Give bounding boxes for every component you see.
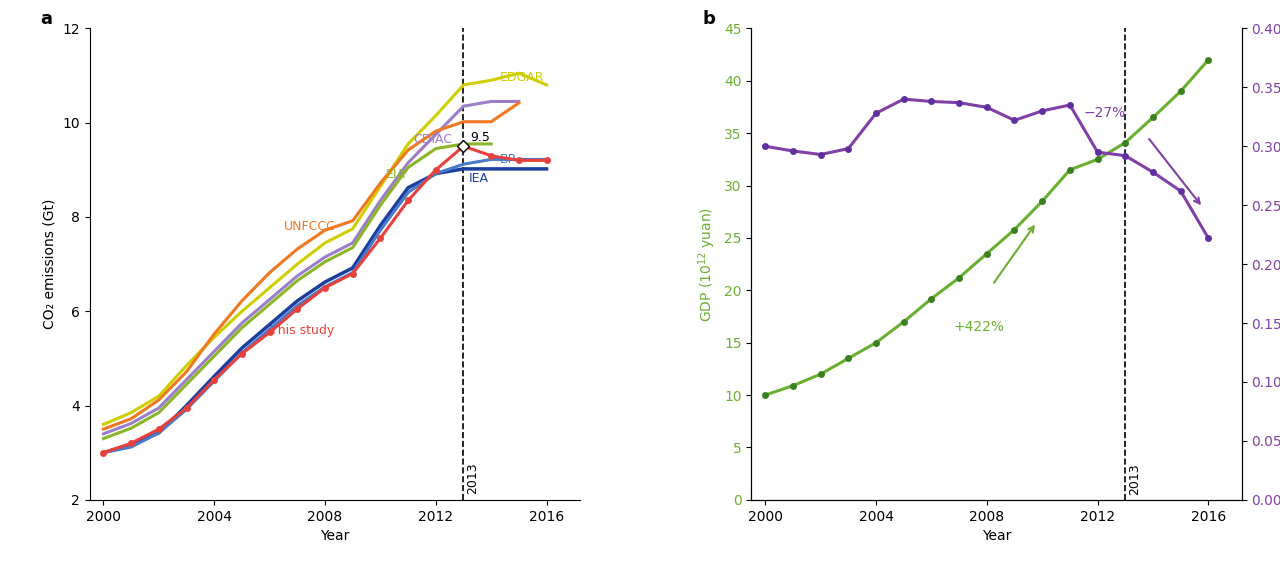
Text: 9.5: 9.5 <box>471 131 490 144</box>
Text: 2013: 2013 <box>1128 463 1140 495</box>
Text: This study: This study <box>270 324 334 337</box>
Text: b: b <box>703 10 716 27</box>
Text: IEA: IEA <box>468 172 489 185</box>
Y-axis label: GDP (10$^{12}$ yuan): GDP (10$^{12}$ yuan) <box>696 207 718 321</box>
Text: +422%: +422% <box>954 320 1005 334</box>
Text: 2013: 2013 <box>466 462 479 494</box>
Text: −27%: −27% <box>1084 106 1126 120</box>
Text: EIA: EIA <box>387 168 406 181</box>
Text: BP: BP <box>499 153 516 166</box>
Text: a: a <box>41 10 52 27</box>
Text: UNFCCC: UNFCCC <box>283 220 335 233</box>
X-axis label: Year: Year <box>320 529 349 543</box>
X-axis label: Year: Year <box>982 529 1011 543</box>
Text: EDGAR: EDGAR <box>499 72 544 85</box>
Y-axis label: CO₂ emissions (Gt): CO₂ emissions (Gt) <box>42 199 56 329</box>
Text: CDIAC: CDIAC <box>413 133 453 145</box>
